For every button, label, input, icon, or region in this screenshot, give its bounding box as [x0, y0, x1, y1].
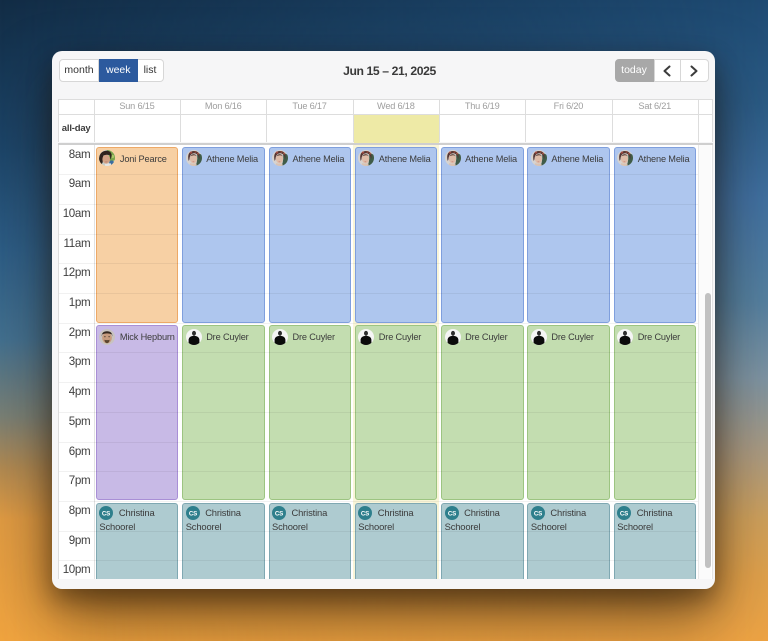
svg-text:CS: CS	[534, 511, 542, 518]
svg-text:CS: CS	[275, 511, 283, 518]
svg-text:CS: CS	[361, 511, 369, 518]
svg-text:CS: CS	[447, 511, 455, 518]
svg-text:CS: CS	[189, 511, 197, 518]
svg-text:CS: CS	[102, 511, 110, 518]
svg-text:CS: CS	[620, 511, 628, 518]
